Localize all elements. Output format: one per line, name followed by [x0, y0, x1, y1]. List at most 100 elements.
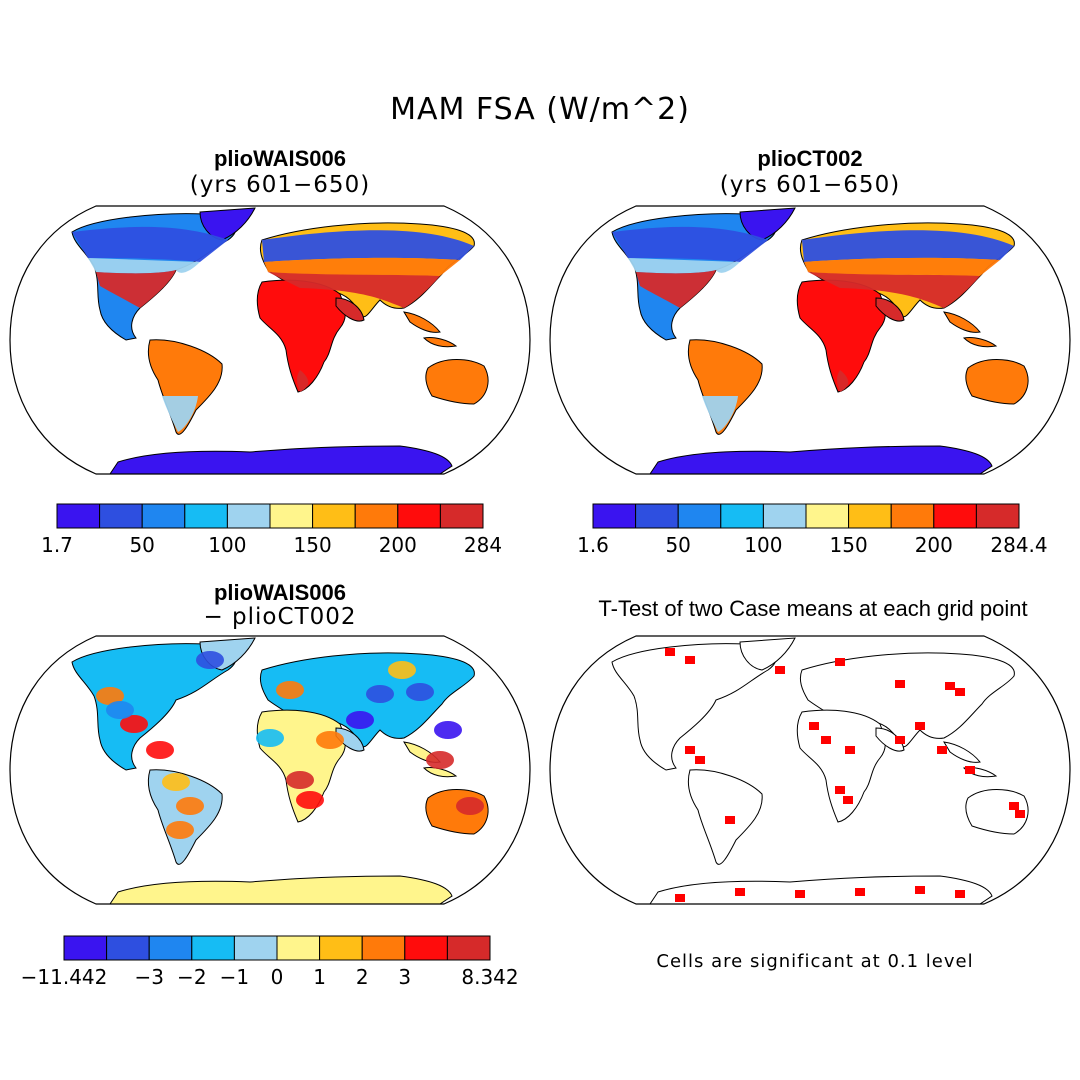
- tl-colorbar-swatch: [312, 503, 356, 529]
- tr-field-patch: [636, 270, 716, 308]
- tl-land-arabia: [335, 297, 365, 322]
- tl-colorbar-tick: 50: [129, 533, 155, 557]
- bl-field-patch: [120, 715, 148, 733]
- br-land-arabia: [875, 727, 905, 752]
- tr-field-patch: [808, 272, 980, 308]
- tr-colorbar-tick: 100: [744, 533, 783, 557]
- tr-land-australia: [965, 359, 1029, 405]
- tl-colorbar-swatch: [269, 503, 314, 529]
- bl-colorbar-swatch: [106, 935, 150, 961]
- tl-land-australia: [425, 359, 489, 405]
- tr-land-samerica: [687, 339, 763, 435]
- tl-colorbar-tick: 284: [463, 533, 503, 557]
- tl-colorbar-tick: 100: [208, 533, 247, 557]
- tl-land-samerica: [147, 339, 223, 435]
- bl-field-patch: [406, 683, 434, 701]
- tr-colorbar-swatch: [805, 503, 850, 529]
- tl-field-patch: [96, 270, 176, 308]
- br-significant-cell: [665, 648, 675, 656]
- br-map-frame: [549, 635, 1071, 905]
- panel-tr-title: plioCT002: [757, 146, 863, 171]
- br-significant-cell: [895, 680, 905, 688]
- panel-tr-subtitle: (yrs 601−650): [719, 172, 901, 198]
- tl-field-patch: [297, 370, 309, 392]
- bl-field-patch: [426, 751, 454, 769]
- br-significant-cell: [915, 722, 925, 730]
- tr-colorbar-swatch: [677, 503, 722, 529]
- br-significant-cell: [809, 722, 819, 730]
- bl-land-antarctica: [109, 875, 453, 904]
- map-panel-tl: [9, 205, 531, 475]
- tr-field-patch: [702, 396, 738, 432]
- tr-field-patch: [837, 370, 849, 392]
- bl-colorbar-tick: 8.342: [461, 965, 519, 989]
- bl-field-patch: [434, 721, 462, 739]
- bl-field-patch: [276, 681, 304, 699]
- map-panel-br: [549, 635, 1071, 905]
- bl-field-patch: [366, 685, 394, 703]
- tr-colorbar-tick: 200: [914, 533, 953, 557]
- bl-colorbar-tick: −3: [134, 965, 164, 989]
- tl-colorbar-tick: 1.7: [41, 533, 73, 557]
- br-significant-cell: [725, 816, 735, 824]
- tl-map-frame: [9, 205, 531, 475]
- br-significant-cell: [895, 736, 905, 744]
- bl-colorbar-swatch: [276, 935, 321, 961]
- br-significant-cell: [937, 746, 947, 754]
- tr-colorbar-swatch: [890, 503, 935, 529]
- tr-colorbar-swatch: [720, 503, 764, 529]
- br-significant-cell: [675, 894, 685, 902]
- tl-colorbar-swatch: [397, 503, 441, 529]
- bl-colorbar-tick: −1: [219, 965, 250, 989]
- br-significant-cell: [955, 688, 965, 696]
- bl-field-patch: [286, 771, 314, 789]
- bl-colorbar-swatch: [361, 935, 406, 961]
- tr-land-seasia: [943, 311, 998, 348]
- tr-field-patch: [804, 257, 1000, 276]
- br-land-australia: [965, 789, 1029, 835]
- tr-field-patch: [612, 226, 768, 262]
- tr-land-antarctica: [649, 445, 993, 474]
- bl-field-patch: [388, 661, 416, 679]
- panel-bl-title: plioWAIS006: [213, 580, 347, 605]
- tr-land-arabia: [875, 297, 905, 322]
- tr-colorbar-swatch: [848, 503, 892, 529]
- br-significant-cell: [1009, 802, 1019, 810]
- bl-colorbar-tick: −2: [177, 965, 207, 989]
- tl-field-patch: [268, 272, 440, 308]
- bl-field-patch: [162, 773, 190, 791]
- bl-colorbar-tick: 1: [313, 965, 326, 989]
- br-significant-cell: [915, 886, 925, 894]
- bl-colorbar-tick: 0: [270, 965, 284, 989]
- tl-field-patch: [264, 257, 460, 276]
- tl-field-patch: [88, 258, 200, 274]
- tr-colorbar-tick: 50: [665, 533, 691, 557]
- br-significant-cell: [685, 746, 695, 754]
- tr-colorbar-swatch: [933, 503, 977, 529]
- bl-field-patch: [106, 701, 134, 719]
- br-land-antarctica: [649, 875, 993, 904]
- bl-colorbar-tick: 3: [398, 965, 412, 989]
- tr-colorbar-swatch: [592, 503, 637, 529]
- map-panel-tr: [549, 205, 1071, 475]
- tr-colorbar-swatch: [975, 503, 1020, 529]
- tr-map-frame: [549, 205, 1071, 475]
- bl-field-patch: [316, 731, 344, 749]
- tr-colorbar-tick: 1.6: [577, 533, 609, 557]
- bl-colorbar-swatch: [404, 935, 448, 961]
- tl-colorbar-swatch: [226, 503, 271, 529]
- br-significant-cell: [965, 766, 975, 774]
- panel-tl-title: plioWAIS006: [213, 146, 347, 171]
- bl-field-patch: [166, 821, 194, 839]
- map-panel-bl: [9, 635, 531, 905]
- tl-colorbar-swatch: [354, 503, 399, 529]
- bl-colorbar-swatch: [446, 935, 491, 961]
- tl-colorbar-swatch: [141, 503, 186, 529]
- tl-colorbar-swatch: [184, 503, 228, 529]
- tl-colorbar-swatch: [99, 503, 143, 529]
- bl-field-patch: [96, 687, 124, 705]
- tl-field-patch: [162, 396, 198, 432]
- tr-colorbar-tick: 284.4: [990, 533, 1048, 557]
- bl-colorbar-tick: −11.442: [20, 965, 108, 989]
- bl-field-patch: [346, 711, 374, 729]
